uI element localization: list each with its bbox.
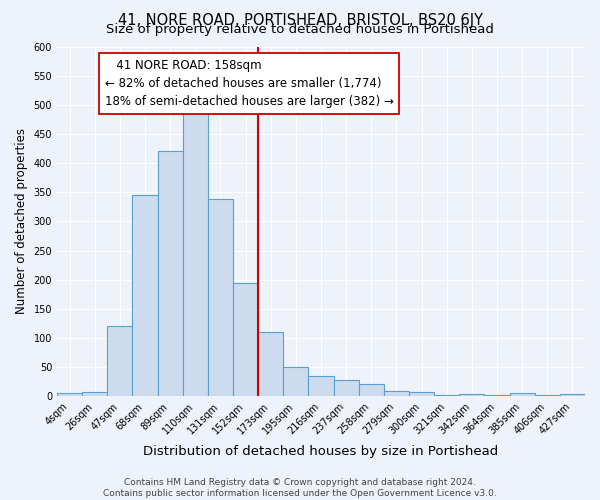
Bar (183, 110, 208, 397)
Bar (308, 376, 334, 396)
Bar (233, 282, 258, 397)
X-axis label: Distribution of detached houses by size in Portishead: Distribution of detached houses by size … (143, 444, 499, 458)
Text: 41, NORE ROAD, PORTISHEAD, BRISTOL, BS20 6JY: 41, NORE ROAD, PORTISHEAD, BRISTOL, BS20… (118, 12, 482, 28)
Bar (258, 332, 283, 396)
Bar (535, 394, 560, 396)
Bar (384, 390, 409, 396)
Bar (158, 152, 183, 396)
Bar (409, 392, 434, 396)
Bar (82, 392, 107, 396)
Bar (57, 394, 82, 396)
Text: 41 NORE ROAD: 158sqm
← 82% of detached houses are smaller (1,774)
18% of semi-de: 41 NORE ROAD: 158sqm ← 82% of detached h… (104, 58, 394, 108)
Bar (133, 195, 158, 396)
Bar (434, 394, 459, 396)
Bar (334, 380, 359, 396)
Bar (283, 367, 308, 396)
Bar (107, 326, 133, 396)
Bar (208, 200, 233, 396)
Bar (484, 395, 509, 396)
Bar (459, 394, 484, 396)
Text: Contains HM Land Registry data © Crown copyright and database right 2024.
Contai: Contains HM Land Registry data © Crown c… (103, 478, 497, 498)
Bar (359, 384, 384, 396)
Bar (560, 394, 585, 396)
Text: Size of property relative to detached houses in Portishead: Size of property relative to detached ho… (106, 22, 494, 36)
Y-axis label: Number of detached properties: Number of detached properties (15, 128, 28, 314)
Bar (509, 394, 535, 396)
